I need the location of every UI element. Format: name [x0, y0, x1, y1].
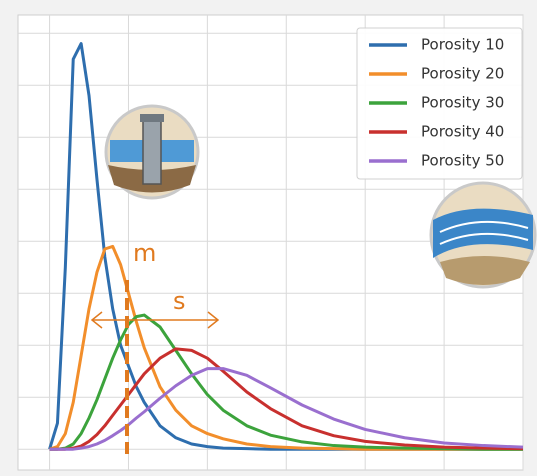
flow-icon — [429, 181, 537, 289]
legend-label: Porosity 40 — [421, 123, 504, 141]
legend-label: Porosity 30 — [421, 94, 504, 112]
lines — [48, 42, 524, 451]
series-line — [49, 313, 523, 451]
series-line — [49, 244, 523, 451]
arrow-head — [90, 311, 103, 329]
legend-label: Porosity 10 — [421, 36, 504, 54]
legend-box — [356, 27, 523, 180]
annotation-m: m — [133, 239, 156, 267]
arrow-head — [207, 311, 220, 329]
series-line — [49, 347, 524, 451]
annotation-s: s — [173, 287, 186, 315]
well-icon — [104, 104, 200, 200]
legend: Porosity 10 Porosity 20 Porosity 30 Porosit… — [356, 27, 523, 180]
legend-label: Porosity 50 — [421, 152, 504, 170]
legend-label: Porosity 20 — [421, 65, 504, 83]
series-line — [49, 367, 524, 451]
